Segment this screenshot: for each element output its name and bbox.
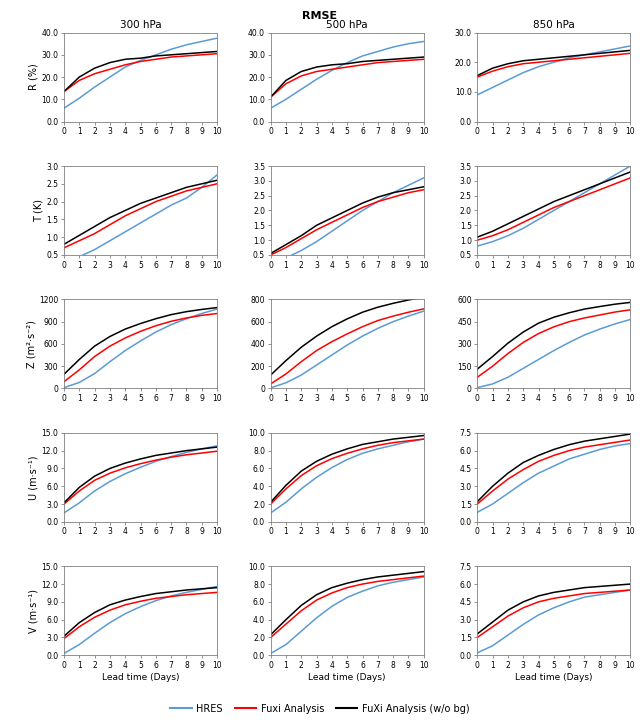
X-axis label: Lead time (Days): Lead time (Days) [515,673,593,681]
Y-axis label: U (m·s⁻¹): U (m·s⁻¹) [29,455,39,500]
Title: 300 hPa: 300 hPa [120,20,161,30]
Y-axis label: R (%): R (%) [29,64,38,90]
Y-axis label: T (K): T (K) [33,199,44,222]
X-axis label: Lead time (Days): Lead time (Days) [102,673,179,681]
Text: RMSE: RMSE [303,11,337,21]
Title: 500 hPa: 500 hPa [326,20,368,30]
Title: 850 hPa: 850 hPa [533,20,575,30]
Y-axis label: Z (m²·s⁻²): Z (m²·s⁻²) [26,320,36,368]
Y-axis label: V (m·s⁻¹): V (m·s⁻¹) [29,589,39,633]
Legend: HRES, Fuxi Analysis, FuXi Analysis (w/o bg): HRES, Fuxi Analysis, FuXi Analysis (w/o … [166,700,474,717]
X-axis label: Lead time (Days): Lead time (Days) [308,673,386,681]
